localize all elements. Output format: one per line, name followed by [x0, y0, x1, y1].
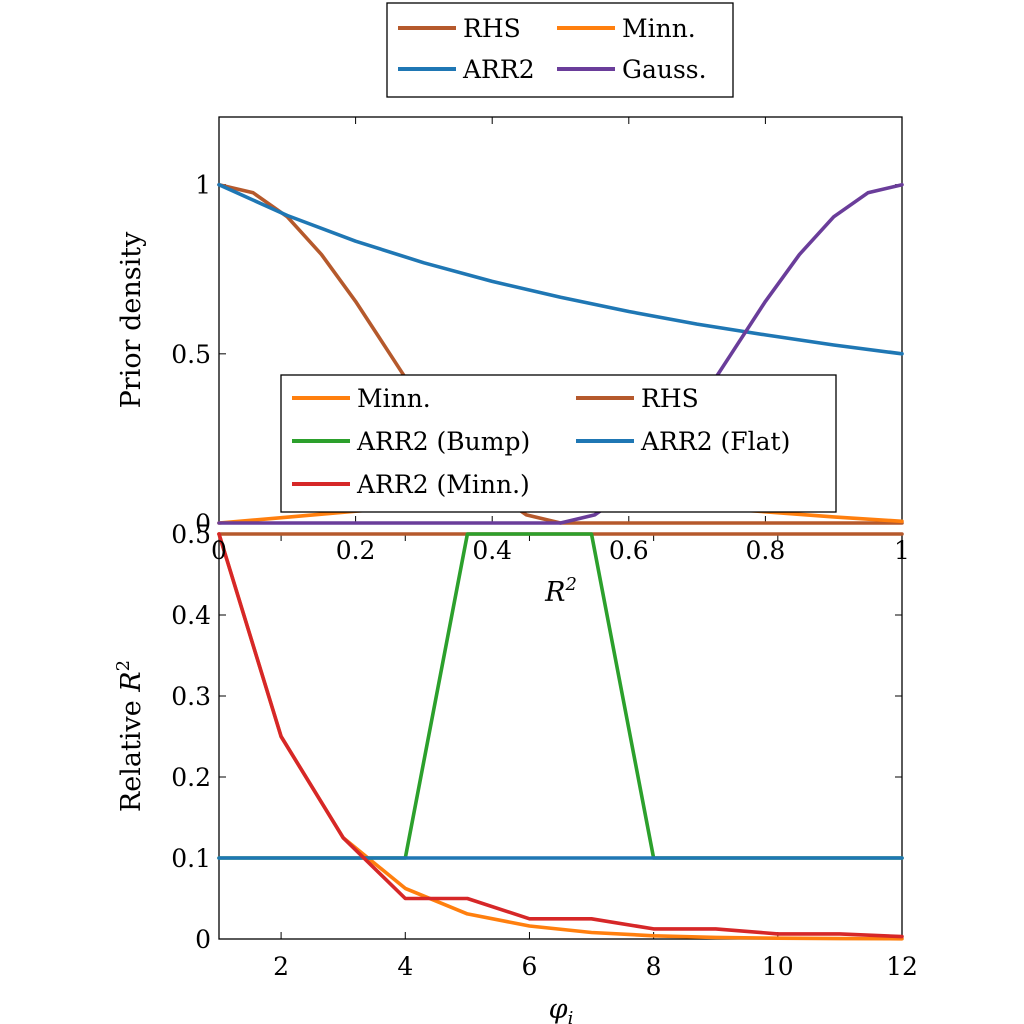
- legend-label: Minn.: [622, 14, 696, 43]
- upper-x-axis-label: R2: [544, 574, 577, 608]
- x-tick-label: 6: [522, 952, 538, 981]
- y-tick-label: 0: [195, 925, 211, 954]
- upper-tick-labels: 0 0.2 0.4 0.6 0.8 100.51: [171, 171, 910, 565]
- x-tick-label: 10: [762, 952, 794, 981]
- x-tick-label: 8: [646, 952, 662, 981]
- x-tick-label: 1: [894, 536, 910, 565]
- legend-label: Gauss.: [622, 55, 707, 84]
- x-tick-label: 0.6: [609, 536, 649, 565]
- x-tick-label: 0.2: [336, 536, 376, 565]
- legend-label: RHS: [463, 14, 521, 43]
- lower-x-axis-label: φi: [549, 994, 574, 1024]
- lower-series-arr2-minn: [217, 532, 904, 939]
- legend-label: RHS: [641, 384, 699, 413]
- y-tick-label: 0: [195, 509, 211, 538]
- x-tick-label: 2: [273, 952, 289, 981]
- x-tick-label: 0: [211, 536, 227, 565]
- lower-y-axis-label: Relative R2: [113, 660, 147, 812]
- lower-legend: Minn. RHS ARR2 (Bump) ARR2 (Flat) ARR2 (…: [280, 374, 837, 513]
- lower-legend-box: [280, 374, 837, 513]
- y-tick-label: 0.3: [171, 682, 211, 711]
- y-tick-label: 0.5: [171, 520, 211, 549]
- x-tick-label: 12: [886, 952, 918, 981]
- top-legend: RHS Minn. ARR2 Gauss.: [386, 2, 734, 98]
- x-tick-label: 0.8: [746, 536, 786, 565]
- x-tick-label: 0.4: [472, 536, 512, 565]
- legend-label: ARR2 (Minn.): [356, 470, 530, 499]
- legend-label: Minn.: [357, 384, 431, 413]
- x-tick-label: 4: [397, 952, 413, 981]
- y-tick-label: 0.4: [171, 601, 211, 630]
- lower-series-group: [217, 532, 904, 941]
- y-tick-label: 0.2: [171, 763, 211, 792]
- legend-label: ARR2 (Bump): [356, 427, 530, 456]
- y-tick-label: 0.1: [171, 844, 211, 873]
- y-tick-label: 1: [195, 171, 211, 200]
- y-tick-label: 0.5: [171, 340, 211, 369]
- top-legend-box: [386, 2, 734, 98]
- legend-label: ARR2: [462, 55, 535, 84]
- upper-y-axis-label: Prior density: [116, 231, 147, 408]
- legend-label: ARR2 (Flat): [640, 427, 790, 456]
- upper-series-arr2: [217, 182, 904, 356]
